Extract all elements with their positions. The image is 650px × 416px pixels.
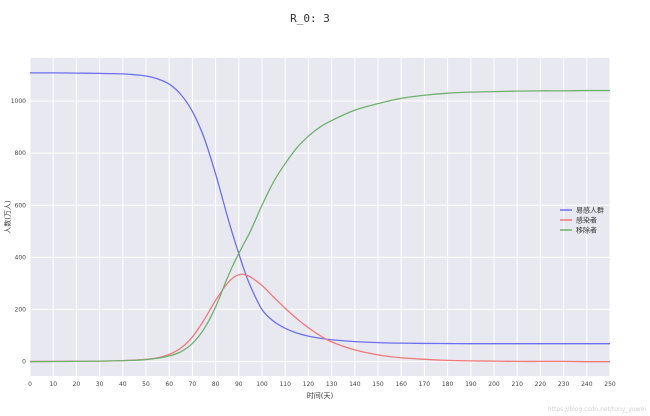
y-tick-label: 1000 [11,98,26,105]
y-tick-label: 600 [15,202,27,209]
x-tick-label: 230 [558,381,570,388]
y-axis-label: 人数(万人) [3,200,12,234]
x-tick-label: 80 [212,381,220,388]
y-axis: 0 200 400 600 800 1000 [11,98,26,366]
x-tick-label: 130 [326,381,338,388]
x-tick-label: 90 [235,381,243,388]
x-tick-label: 160 [395,381,407,388]
x-tick-label: 150 [372,381,384,388]
x-tick-label: 250 [604,381,616,388]
series-layer [29,72,611,363]
legend-label-2: 移除者 [576,226,597,235]
x-tick-label: 110 [279,381,291,388]
x-tick-label: 20 [73,381,81,388]
x-tick-label: 0 [28,381,32,388]
x-tick-label: 200 [488,381,500,388]
chart-title: R_0: 3 [290,12,330,25]
legend-label-1: 感染者 [576,216,597,225]
x-tick-label: 100 [256,381,268,388]
x-tick-label: 240 [581,381,593,388]
x-tick-label: 180 [442,381,454,388]
y-tick-label: 800 [15,150,27,157]
x-tick-label: 50 [142,381,150,388]
y-tick-label: 0 [22,359,26,366]
x-tick-label: 140 [349,381,361,388]
x-tick-label: 120 [303,381,315,388]
y-tick-label: 400 [15,254,27,261]
x-tick-label: 30 [96,381,104,388]
x-tick-label: 170 [419,381,431,388]
x-axis: 0 10 20 30 40 50 60 70 80 90 100 110 120 130 140 150 160… [28,381,616,388]
x-axis-label: 时间(天) [307,391,334,400]
x-tick-label: 70 [189,381,197,388]
plot-area [30,58,610,376]
y-tick-label: 200 [15,307,27,314]
x-tick-label: 190 [465,381,477,388]
series-line-2 [29,89,611,363]
grid [29,58,611,376]
x-tick-label: 60 [165,381,173,388]
x-tick-label: 40 [119,381,127,388]
x-tick-label: 10 [49,381,57,388]
x-tick-label: 210 [511,381,523,388]
watermark: https://blog.csdn.net/tony_yuwei [548,406,647,413]
x-tick-label: 220 [535,381,547,388]
series-line-0 [29,72,610,345]
legend-label-0: 易感人群 [576,206,604,215]
